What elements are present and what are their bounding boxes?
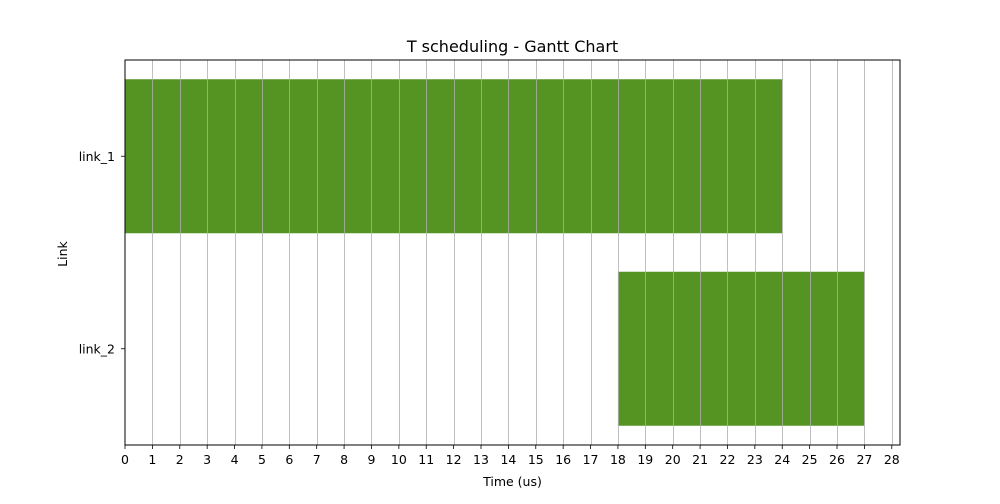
x-tick-label: 6 — [285, 452, 293, 467]
x-tick-label: 28 — [884, 452, 900, 467]
x-tick-label: 10 — [391, 452, 407, 467]
x-tick-label: 5 — [258, 452, 266, 467]
x-tick-label: 1 — [148, 452, 156, 467]
x-tick-label: 0 — [121, 452, 129, 467]
x-tick-label: 23 — [747, 452, 763, 467]
x-tick-label: 15 — [528, 452, 544, 467]
y-ticks: link_1 link_2 — [79, 149, 125, 356]
x-tick-label: 7 — [313, 452, 321, 467]
x-tick-label: 21 — [692, 452, 708, 467]
x-tick-label: 17 — [583, 452, 599, 467]
y-tick-label: link_2 — [79, 341, 115, 356]
plot-frame — [124, 59, 901, 446]
x-tick-label: 14 — [500, 452, 516, 467]
y-tick-label: link_1 — [79, 149, 115, 164]
x-tick-label: 4 — [231, 452, 239, 467]
x-tick-label: 18 — [610, 452, 626, 467]
bars-layer — [125, 79, 865, 426]
x-tick-label: 11 — [418, 452, 434, 467]
x-tick-label: 20 — [665, 452, 681, 467]
x-tick-label: 12 — [446, 452, 462, 467]
grid-layer — [152, 60, 893, 445]
x-tick-label: 9 — [367, 452, 375, 467]
x-tick-label: 16 — [555, 452, 571, 467]
gantt-bar-link_1 — [125, 79, 783, 234]
x-axis-label: Time (us) — [482, 474, 542, 489]
x-tick-label: 3 — [203, 452, 211, 467]
x-tick-label: 22 — [720, 452, 736, 467]
x-tick-label: 25 — [802, 452, 818, 467]
x-tick-label: 26 — [829, 452, 845, 467]
x-tick-label: 19 — [637, 452, 653, 467]
gantt-bar-link_2 — [617, 271, 865, 426]
chart-title: T scheduling - Gantt Chart — [406, 37, 618, 56]
x-tick-label: 27 — [856, 452, 872, 467]
x-tick-label: 13 — [473, 452, 489, 467]
x-ticks: 0 1 2 3 4 5 6 7 8 9 10 11 12 13 14 15 16 17 18 19 20 21 22 23 24… — [121, 445, 900, 467]
x-tick-label: 2 — [176, 452, 184, 467]
x-tick-label: 24 — [774, 452, 790, 467]
x-tick-label: 8 — [340, 452, 348, 467]
y-axis-label: Link — [55, 240, 70, 266]
